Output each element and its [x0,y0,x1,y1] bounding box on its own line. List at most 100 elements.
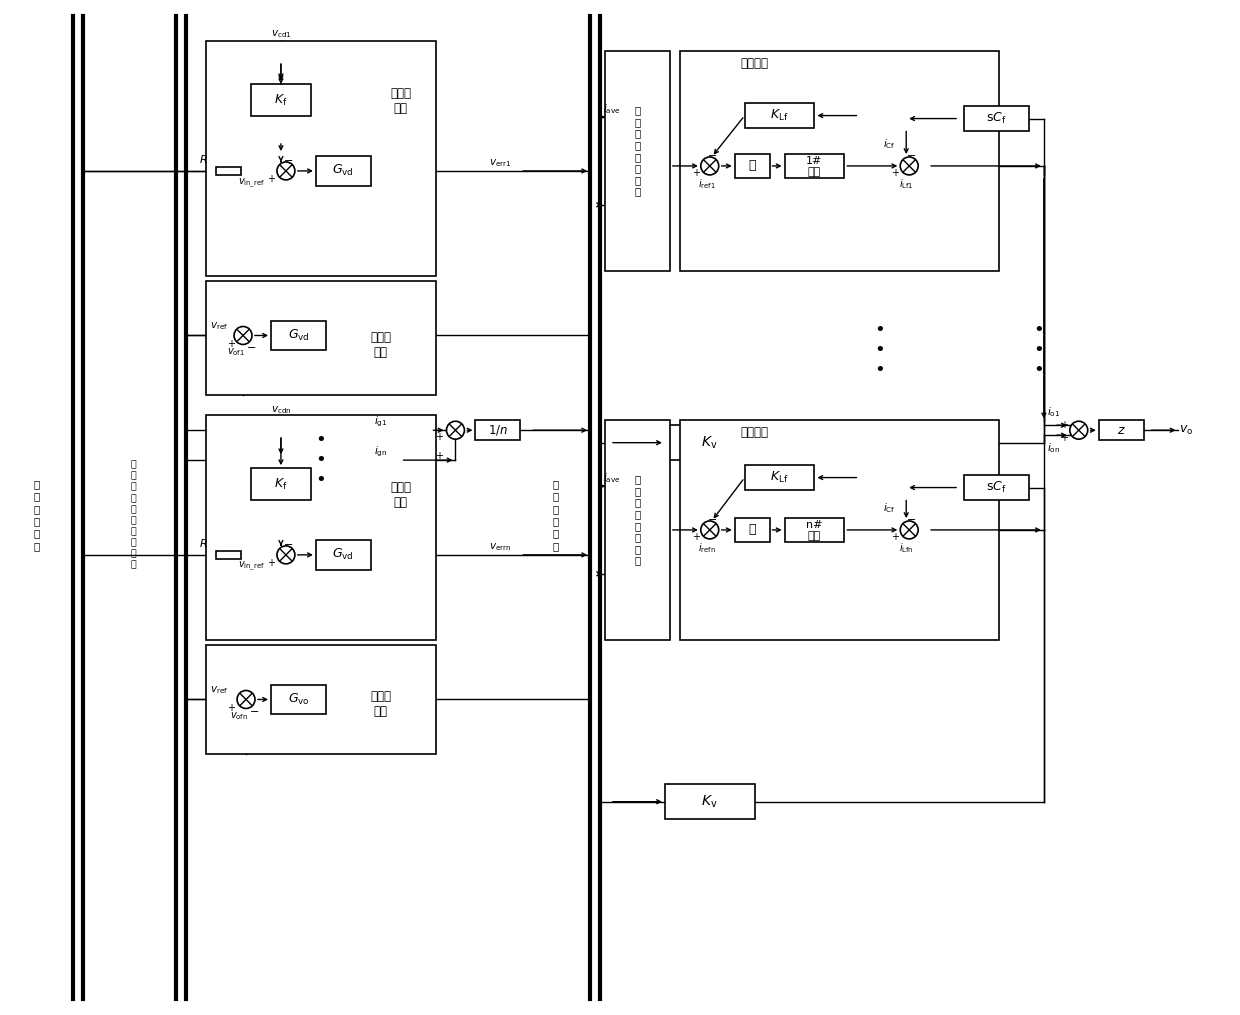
Text: $-$: $-$ [707,513,717,523]
Text: $v_{\mathregular{cdn}}$: $v_{\mathregular{cdn}}$ [270,404,291,416]
Bar [665,785,755,819]
Text: $i_{\mathregular{ave}}$: $i_{\mathregular{ave}}$ [603,103,621,116]
Bar [216,166,241,175]
Text: $i_{\mathregular{ref1}}$: $i_{\mathregular{ref1}}$ [698,177,715,191]
Text: $i_{\mathregular{on}}$: $i_{\mathregular{on}}$ [1047,442,1060,455]
Text: •: • [315,431,326,450]
Text: $K_{\mathregular{Lf}}$: $K_{\mathregular{Lf}}$ [770,470,789,485]
Text: +: + [435,432,444,443]
Text: $i_{\mathregular{Cf}}$: $i_{\mathregular{Cf}}$ [883,137,895,151]
Bar [734,154,770,178]
Bar [785,518,844,542]
Bar [206,42,435,276]
Text: 申: 申 [749,524,756,537]
Bar [206,645,435,754]
Circle shape [234,327,252,344]
Circle shape [900,521,918,539]
Text: $v_{\mathregular{o}}$: $v_{\mathregular{o}}$ [1179,423,1194,436]
Bar [734,518,770,542]
Text: +: + [267,558,275,567]
Text: $v_{\mathregular{in\_ref}}$: $v_{\mathregular{in\_ref}}$ [238,178,264,191]
Text: 输
出
电
压
基
准
同
步
母
线: 输 出 电 压 基 准 同 步 母 线 [130,461,136,569]
Circle shape [446,421,465,439]
Bar [250,468,311,500]
Text: n#: n# [806,520,822,530]
Text: $K_{\mathregular{f}}$: $K_{\mathregular{f}}$ [274,476,288,491]
Text: $-$: $-$ [283,154,293,164]
Text: •: • [1033,361,1044,380]
Text: +: + [1060,420,1068,430]
Bar [745,465,815,490]
Text: +: + [227,339,236,349]
Text: 输入均
匀环: 输入均 匀环 [391,481,412,510]
Text: •: • [1033,341,1044,359]
Text: •: • [315,451,326,469]
Text: $i_{\mathregular{gn}}$: $i_{\mathregular{gn}}$ [374,445,387,460]
Bar [680,51,999,271]
Text: 电
流
基
准
调
节
单
元: 电 流 基 准 调 节 单 元 [635,474,641,565]
Bar [250,84,311,116]
Text: $v_{\mathregular{ref}}$: $v_{\mathregular{ref}}$ [210,321,228,332]
Text: $-$: $-$ [249,705,259,716]
Text: $\mathregular{s}C_{\mathregular{f}}$: $\mathregular{s}C_{\mathregular{f}}$ [986,480,1007,495]
Text: +: + [692,167,699,178]
Text: $G_{\mathregular{vd}}$: $G_{\mathregular{vd}}$ [332,163,355,179]
Text: $1/n$: $1/n$ [487,423,508,437]
Text: $K_{\mathregular{v}}$: $K_{\mathregular{v}}$ [702,794,718,810]
Text: $-$: $-$ [283,538,293,548]
Text: 申: 申 [749,159,756,173]
Bar [475,420,521,441]
Text: 平
均
电
流
母
线: 平 均 电 流 母 线 [552,479,558,551]
Text: 模块: 模块 [807,166,821,177]
Text: •: • [874,322,884,339]
Bar [665,425,755,460]
Text: $z$: $z$ [1117,423,1126,436]
Text: $v_{\mathregular{in\_ref}}$: $v_{\mathregular{in\_ref}}$ [238,560,264,573]
Bar [216,551,241,559]
Text: $i_{\mathregular{Lfn}}$: $i_{\mathregular{Lfn}}$ [899,541,914,555]
Text: +: + [892,532,899,542]
Text: $G_{\mathregular{vd}}$: $G_{\mathregular{vd}}$ [332,547,355,562]
Text: 电流内环: 电流内环 [740,425,769,438]
Bar [785,154,844,178]
Circle shape [701,157,719,175]
Text: •: • [874,361,884,380]
Bar [745,104,815,128]
Text: $v_{\mathregular{cd1}}$: $v_{\mathregular{cd1}}$ [270,28,291,41]
Text: $-$: $-$ [707,149,717,159]
Text: +: + [1060,433,1068,444]
Text: $-$: $-$ [906,513,916,523]
Text: +: + [892,167,899,178]
Text: $i_{\mathregular{o1}}$: $i_{\mathregular{o1}}$ [1047,405,1060,419]
Text: $G_{\mathregular{vo}}$: $G_{\mathregular{vo}}$ [288,692,309,707]
Text: •: • [315,471,326,489]
Circle shape [900,157,918,175]
Text: •: • [874,341,884,359]
Text: $K_{\mathregular{Lf}}$: $K_{\mathregular{Lf}}$ [770,108,789,123]
Text: +: + [267,174,275,184]
Text: +: + [435,451,444,461]
Circle shape [701,521,719,539]
Text: 模块: 模块 [807,531,821,541]
Text: $K_{\mathregular{f}}$: $K_{\mathregular{f}}$ [274,92,288,108]
Bar [272,684,326,715]
Text: $i_{\mathregular{ave}}$: $i_{\mathregular{ave}}$ [603,471,621,485]
Bar [605,420,670,639]
Bar [963,107,1029,131]
Text: 输入均
匀环: 输入均 匀环 [391,87,412,115]
Text: $v_{\mathregular{errn}}$: $v_{\mathregular{errn}}$ [489,541,512,553]
Bar [206,280,435,395]
Bar [1099,420,1143,441]
Circle shape [237,690,255,708]
Text: $v_{\mathregular{ref}}$: $v_{\mathregular{ref}}$ [210,684,228,696]
Text: $i_{\mathregular{refn}}$: $i_{\mathregular{refn}}$ [698,541,715,555]
Text: $-$: $-$ [906,149,916,159]
Bar [605,51,670,271]
Text: •: • [1033,322,1044,339]
Text: 输出电
压环: 输出电 压环 [371,332,391,359]
Circle shape [277,546,295,564]
Bar [272,321,326,350]
Text: $i_{\mathregular{Cf}}$: $i_{\mathregular{Cf}}$ [883,501,895,515]
Bar [316,156,371,186]
Text: $R$: $R$ [200,537,208,549]
